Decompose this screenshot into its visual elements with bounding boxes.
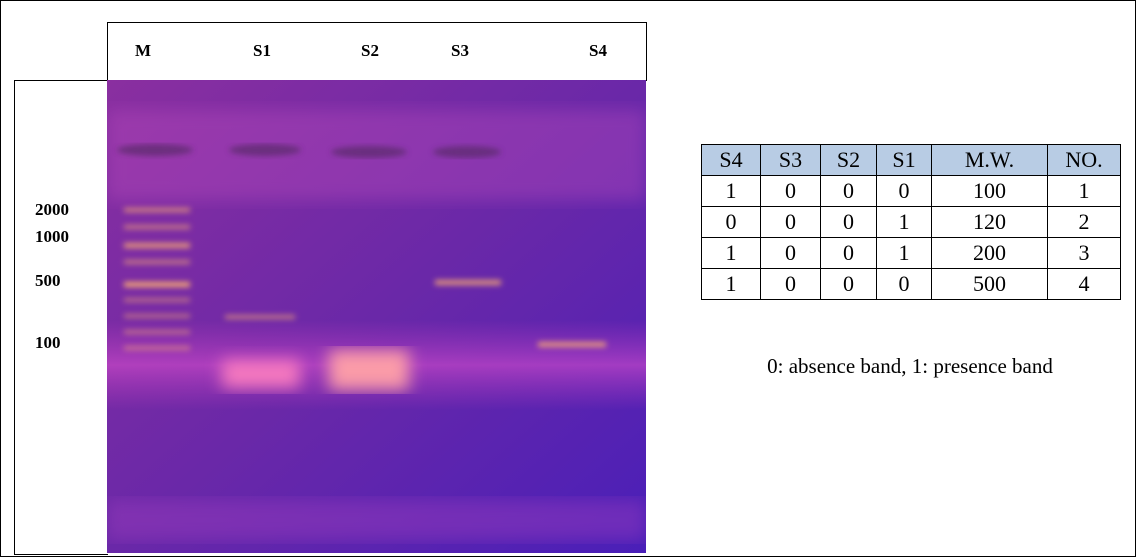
header-cell: S4 [701, 144, 761, 176]
table-cell: 0 [876, 268, 932, 300]
marker-panel [14, 80, 108, 555]
marker-label: 2000 [35, 200, 69, 219]
table-cell: 1 [1047, 175, 1121, 207]
table-cell: 0 [701, 206, 761, 238]
header-cell: NO. [1047, 144, 1121, 176]
marker-label: 100 [35, 333, 61, 352]
lane-label: S4 [589, 41, 607, 60]
caption: 0: absence band, 1: presence band [767, 354, 1053, 378]
header-cell: S1 [876, 144, 932, 176]
table-cell: 500 [931, 268, 1048, 300]
header-cell: S2 [820, 144, 877, 176]
marker-label: 500 [35, 271, 61, 290]
band-table: S4 S3 S2 S1 M.W. NO. 1 0 0 0 100 1 0 0 0 1 120 2 1 0 0 1 200 3… [701, 144, 1121, 300]
table-cell: 3 [1047, 237, 1121, 269]
table-cell: 120 [931, 206, 1048, 238]
table-cell: 4 [1047, 268, 1121, 300]
table-header: S4 S3 S2 S1 M.W. NO. [701, 144, 1121, 176]
lane-label: S3 [451, 41, 469, 60]
table-cell: 0 [820, 175, 877, 207]
lane-label: S2 [361, 41, 379, 60]
table-cell: 1 [701, 268, 761, 300]
table-cell: 0 [760, 175, 821, 207]
table-body: 1 0 0 0 100 1 0 0 0 1 120 2 1 0 0 1 200 3 1 0 0 0 500 4 [701, 175, 1121, 300]
table-cell: 0 [760, 268, 821, 300]
gel-image [107, 80, 646, 553]
table-row: 0 0 0 1 120 2 [701, 206, 1121, 238]
table-cell: 0 [876, 175, 932, 207]
table-cell: 0 [760, 206, 821, 238]
table-cell: 0 [820, 206, 877, 238]
header-cell: S3 [760, 144, 821, 176]
table-cell: 2 [1047, 206, 1121, 238]
table-cell: 200 [931, 237, 1048, 269]
table-cell: 0 [820, 237, 877, 269]
table-row: 1 0 0 0 100 1 [701, 175, 1121, 207]
table-cell: 1 [701, 237, 761, 269]
table-cell: 1 [876, 237, 932, 269]
lane-label: S1 [253, 41, 271, 60]
table-cell: 1 [701, 175, 761, 207]
table-row: 1 0 0 0 500 4 [701, 268, 1121, 300]
lane-label: M [134, 41, 152, 60]
table-cell: 0 [760, 237, 821, 269]
header-cell: M.W. [931, 144, 1048, 176]
table-cell: 100 [931, 175, 1048, 207]
table-cell: 0 [820, 268, 877, 300]
lane-header [107, 22, 647, 81]
table-cell: 1 [876, 206, 932, 238]
marker-label: 1000 [35, 227, 69, 246]
table-row: 1 0 0 1 200 3 [701, 237, 1121, 269]
